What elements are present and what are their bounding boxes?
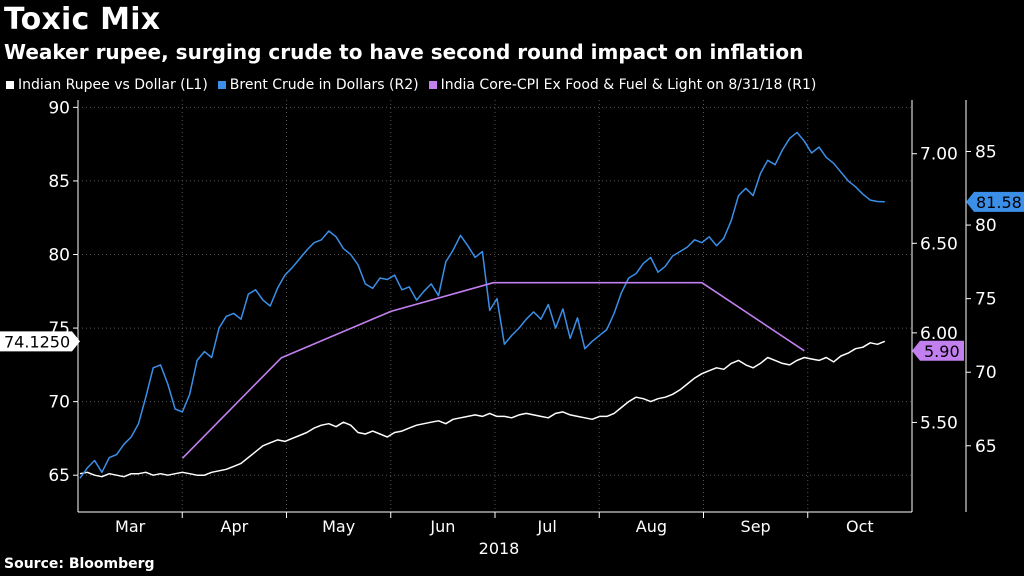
r2-tick-label-2: 75 bbox=[975, 290, 997, 310]
left-tick-label-1: 70 bbox=[48, 393, 70, 413]
legend-swatch-rupee bbox=[6, 81, 14, 89]
legend-label-cpi: India Core-CPI Ex Food & Fuel & Light on… bbox=[440, 77, 817, 93]
legend-label-rupee: Indian Rupee vs Dollar (L1) bbox=[18, 77, 208, 93]
r2-tick-label-3: 80 bbox=[975, 216, 997, 236]
left-tick-label-4: 85 bbox=[48, 172, 70, 192]
series-line-core-cpi bbox=[181, 281, 805, 459]
chart-title: Toxic Mix bbox=[4, 2, 161, 37]
r1-tick-label-1: 6.00 bbox=[920, 324, 958, 344]
legend-entry-rupee: Indian Rupee vs Dollar (L1) bbox=[6, 77, 208, 93]
x-tick-label-oct: Oct bbox=[846, 517, 874, 536]
legend: Indian Rupee vs Dollar (L1) Brent Crude … bbox=[6, 77, 816, 93]
callout-cpi-value: 5.90 bbox=[924, 342, 960, 361]
r1-tick-label-2: 6.50 bbox=[920, 234, 958, 254]
r1-tick-label-0: 5.50 bbox=[920, 413, 958, 433]
left-tick-label-0: 65 bbox=[48, 466, 70, 486]
x-tick-label-may: May bbox=[322, 517, 355, 536]
left-tick-label-3: 80 bbox=[48, 246, 70, 266]
left-tick-label-5: 90 bbox=[48, 98, 70, 118]
series-line-rupee bbox=[79, 340, 886, 478]
legend-swatch-cpi bbox=[428, 81, 437, 89]
chart-subtitle: Weaker rupee, surging crude to have seco… bbox=[4, 40, 804, 64]
x-tick-label-apr: Apr bbox=[221, 517, 249, 536]
x-year-label: 2018 bbox=[479, 539, 520, 558]
x-tick-label-aug: Aug bbox=[636, 517, 667, 536]
callout-cpi-bg bbox=[912, 340, 964, 361]
legend-swatch-brent bbox=[217, 81, 226, 89]
x-tick-label-jul: Jul bbox=[536, 517, 556, 536]
r2-tick-label-4: 85 bbox=[975, 143, 997, 163]
legend-label-brent: Brent Crude in Dollars (R2) bbox=[229, 77, 419, 93]
callout-brent-value: 81.58 bbox=[976, 193, 1022, 212]
x-tick-label-mar: Mar bbox=[115, 517, 146, 536]
x-tick-label-jun: Jun bbox=[429, 517, 455, 536]
callout-rupee-bg bbox=[0, 331, 80, 352]
series-line-brent bbox=[79, 131, 885, 479]
x-tick-label-sep: Sep bbox=[741, 517, 771, 536]
source-note: Source: Bloomberg bbox=[4, 556, 155, 572]
callout-brent-bg bbox=[966, 191, 1024, 212]
r2-tick-label-1: 70 bbox=[975, 363, 997, 383]
callout-rupee-value: 74.1250 bbox=[4, 332, 70, 351]
legend-entry-brent: Brent Crude in Dollars (R2) bbox=[217, 77, 419, 93]
legend-entry-cpi: India Core-CPI Ex Food & Fuel & Light on… bbox=[428, 77, 817, 93]
r2-tick-label-0: 65 bbox=[975, 437, 997, 457]
r1-tick-label-3: 7.00 bbox=[920, 145, 958, 165]
